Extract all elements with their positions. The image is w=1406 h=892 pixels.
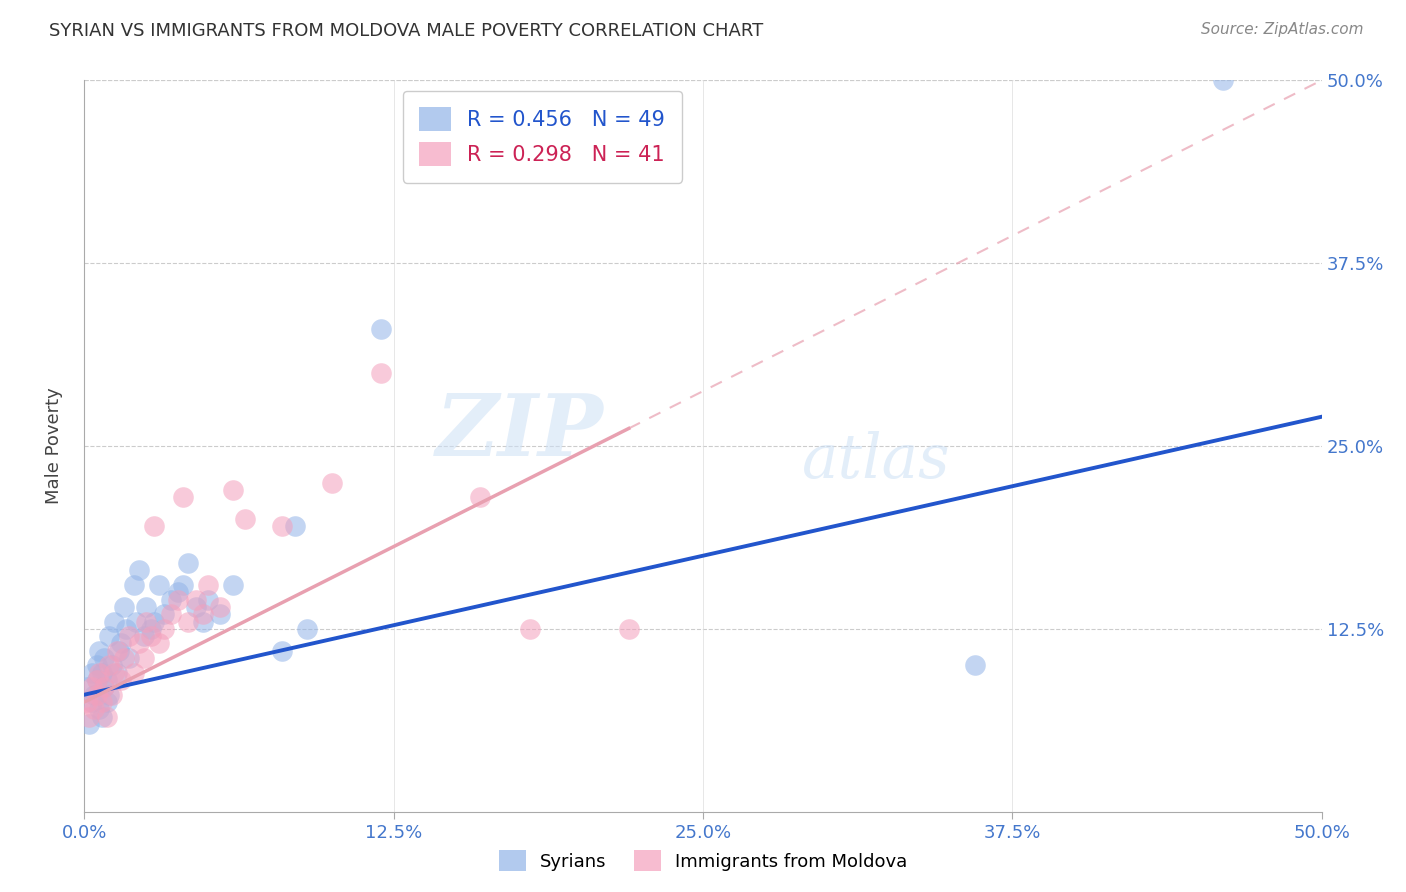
Point: [160, 607, 183, 622]
Point: [152, 607, 174, 622]
Text: atlas: atlas: [801, 431, 950, 491]
Point: [209, 607, 232, 622]
Point: [128, 636, 150, 650]
Point: [93, 651, 115, 665]
Point: [271, 519, 294, 533]
Point: [96, 695, 118, 709]
Point: [191, 607, 214, 622]
Point: [141, 622, 163, 636]
Point: [89, 665, 111, 680]
Point: [108, 644, 131, 658]
Point: [83, 702, 105, 716]
Point: [152, 622, 174, 636]
Point: [172, 490, 194, 504]
Point: [284, 519, 307, 533]
Point: [233, 512, 256, 526]
Point: [79, 709, 101, 723]
Point: [118, 629, 141, 643]
Point: [271, 644, 294, 658]
Text: Source: ZipAtlas.com: Source: ZipAtlas.com: [1201, 22, 1364, 37]
Point: [80, 695, 103, 709]
Point: [148, 636, 170, 650]
Point: [295, 622, 318, 636]
Point: [132, 629, 155, 643]
Point: [142, 519, 165, 533]
Point: [172, 578, 194, 592]
Point: [617, 622, 640, 636]
Point: [100, 658, 122, 673]
Point: [98, 658, 121, 673]
Point: [112, 599, 135, 614]
Point: [148, 578, 170, 592]
Legend: Syrians, Immigrants from Moldova: Syrians, Immigrants from Moldova: [491, 843, 915, 879]
Point: [370, 322, 392, 336]
Point: [93, 681, 115, 695]
Point: [177, 556, 200, 570]
Point: [122, 578, 145, 592]
Point: [167, 592, 190, 607]
Point: [1212, 73, 1234, 87]
Point: [370, 366, 392, 380]
Point: [209, 599, 232, 614]
Point: [103, 665, 125, 680]
Point: [110, 673, 132, 687]
Point: [105, 665, 128, 680]
Point: [167, 585, 190, 599]
Text: SYRIAN VS IMMIGRANTS FROM MOLDOVA MALE POVERTY CORRELATION CHART: SYRIAN VS IMMIGRANTS FROM MOLDOVA MALE P…: [49, 22, 763, 40]
Point: [76, 681, 98, 695]
Point: [122, 665, 145, 680]
Point: [86, 673, 108, 687]
Point: [90, 665, 112, 680]
Point: [80, 665, 103, 680]
Point: [321, 475, 343, 490]
Point: [96, 673, 118, 687]
Legend: R = 0.456   N = 49, R = 0.298   N = 41: R = 0.456 N = 49, R = 0.298 N = 41: [402, 91, 682, 183]
Point: [142, 615, 165, 629]
Point: [184, 599, 207, 614]
Point: [135, 615, 157, 629]
Point: [110, 636, 132, 650]
Point: [105, 644, 128, 658]
Point: [79, 717, 101, 731]
Point: [470, 490, 492, 504]
Point: [112, 651, 135, 665]
Point: [100, 688, 122, 702]
Point: [519, 622, 541, 636]
Text: ZIP: ZIP: [436, 390, 605, 473]
Point: [89, 702, 111, 716]
Point: [98, 688, 121, 702]
Y-axis label: Male Poverty: Male Poverty: [45, 388, 63, 504]
Point: [128, 563, 150, 577]
Point: [125, 615, 148, 629]
Point: [141, 629, 163, 643]
Point: [90, 695, 112, 709]
Point: [98, 629, 121, 643]
Point: [118, 651, 141, 665]
Point: [197, 592, 219, 607]
Point: [83, 688, 105, 702]
Point: [132, 651, 155, 665]
Point: [103, 615, 125, 629]
Point: [90, 709, 112, 723]
Point: [115, 622, 138, 636]
Point: [965, 658, 987, 673]
Point: [76, 695, 98, 709]
Point: [93, 681, 115, 695]
Point: [197, 578, 219, 592]
Point: [86, 673, 108, 687]
Point: [191, 615, 214, 629]
Point: [86, 688, 108, 702]
Point: [184, 592, 207, 607]
Point: [89, 644, 111, 658]
Point: [177, 615, 200, 629]
Point: [86, 658, 108, 673]
Point: [96, 709, 118, 723]
Point: [160, 592, 183, 607]
Point: [222, 483, 245, 497]
Point: [222, 578, 245, 592]
Point: [135, 599, 157, 614]
Point: [80, 681, 103, 695]
